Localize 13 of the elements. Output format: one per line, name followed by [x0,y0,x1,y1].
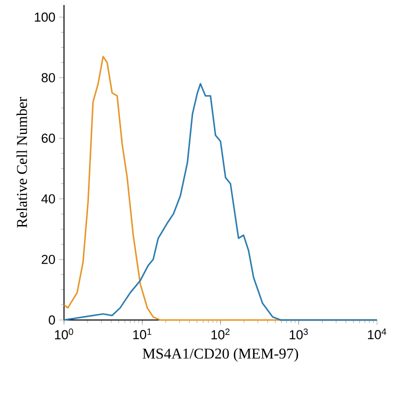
y-tick-label: 60 [42,134,55,143]
x-tick-label: 10$^{3}$ [290,328,308,340]
y-tick-label: 40 [41,194,55,204]
x-tick-label: 10$^{1}$ [133,328,152,340]
y-tick-label: 80 [42,73,55,82]
y-axis-title: Relative Cell Number [16,97,28,228]
x-axis-title: MS4A1/CD20 (MEM-97) [142,348,298,362]
y-tick-label: 20 [42,254,55,264]
x-tick-label: 10$^{0}$ [55,328,74,340]
y-tick-label: 0 [48,315,55,325]
x-tick-label: 10$^{4}$ [368,328,386,340]
y-tick-label: 100 [34,12,55,22]
x-tick-label: 10$^{2}$ [212,328,230,340]
